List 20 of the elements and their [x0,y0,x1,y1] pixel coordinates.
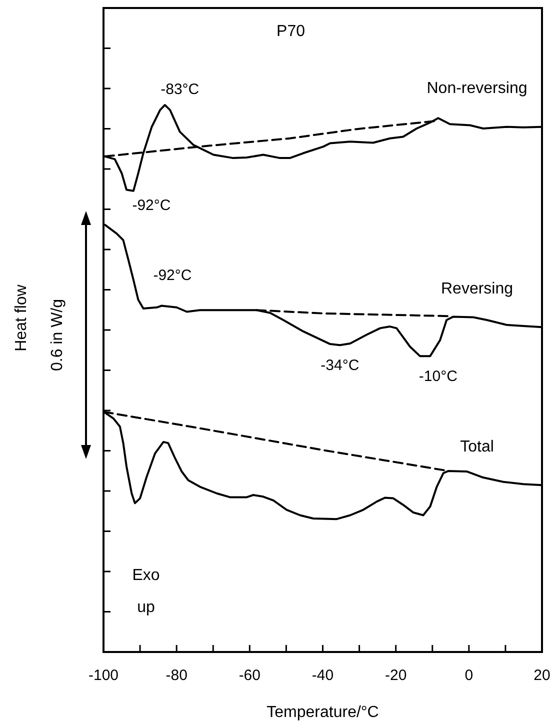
annotation: -34°C [320,357,360,374]
series-label: Non-reversing [426,80,528,98]
annotation: -92°C [153,267,192,284]
y-axis-title: Heat flow [13,284,30,352]
x-tick-label: 0 [464,667,474,684]
series-label: Total [460,438,494,456]
text: 0.6 in W/g [49,298,66,372]
x-tick-label: -100 [88,667,119,684]
x-tick-label: 20 [534,667,550,684]
chart-title: P70 [276,23,306,40]
x-tick-label: -40 [312,667,334,684]
annotation: -83°C [160,80,200,98]
annotation: Exo up [132,567,160,616]
x-tick-label: -60 [238,667,261,684]
x-tick-label: -80 [166,667,188,684]
series-label: Reversing [440,280,514,298]
annotation: -92°C [132,196,171,214]
x-tick-label: -20 [384,667,407,684]
annotation: -10°C [418,368,458,386]
x-axis-title: Temperature/°C [266,704,379,721]
